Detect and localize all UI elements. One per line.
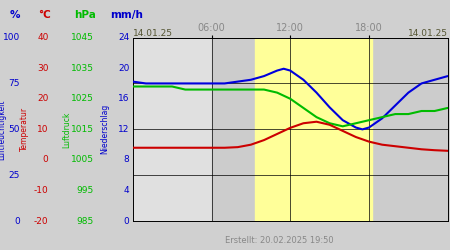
Text: 1015: 1015 <box>71 125 94 134</box>
Text: 14.01.25: 14.01.25 <box>133 28 173 38</box>
Text: 8: 8 <box>124 156 130 164</box>
Text: Luftfeuchtigkeit: Luftfeuchtigkeit <box>0 99 6 160</box>
Text: 30: 30 <box>37 64 49 72</box>
Bar <box>212 38 290 221</box>
Text: 985: 985 <box>76 217 94 226</box>
Bar <box>369 38 448 221</box>
Text: 995: 995 <box>76 186 94 195</box>
Text: -20: -20 <box>34 217 49 226</box>
Text: Niederschlag: Niederschlag <box>100 104 109 154</box>
Text: Temperatur: Temperatur <box>20 107 29 152</box>
Text: 75: 75 <box>8 79 20 88</box>
Text: 25: 25 <box>9 171 20 180</box>
Text: 50: 50 <box>8 125 20 134</box>
Text: Erstellt: 20.02.2025 19:50: Erstellt: 20.02.2025 19:50 <box>225 236 333 245</box>
Text: 16: 16 <box>118 94 130 103</box>
Text: Luftdruck: Luftdruck <box>62 111 71 148</box>
Text: 14.01.25: 14.01.25 <box>408 28 448 38</box>
Text: -10: -10 <box>34 186 49 195</box>
Bar <box>290 38 369 221</box>
Text: hPa: hPa <box>74 10 96 20</box>
Text: 1035: 1035 <box>71 64 94 72</box>
Text: 20: 20 <box>37 94 49 103</box>
Text: 24: 24 <box>118 33 130 42</box>
Text: 10: 10 <box>37 125 49 134</box>
Text: mm/h: mm/h <box>110 10 143 20</box>
Text: 0: 0 <box>14 217 20 226</box>
Bar <box>133 38 212 221</box>
Text: 0: 0 <box>124 217 130 226</box>
Bar <box>255 38 372 221</box>
Text: 1025: 1025 <box>71 94 94 103</box>
Text: 0: 0 <box>43 156 49 164</box>
Text: %: % <box>10 10 20 20</box>
Text: 100: 100 <box>3 33 20 42</box>
Text: °C: °C <box>38 10 51 20</box>
Text: 40: 40 <box>37 33 49 42</box>
Text: 20: 20 <box>118 64 130 72</box>
Text: 4: 4 <box>124 186 130 195</box>
Text: 12: 12 <box>118 125 130 134</box>
Text: 1045: 1045 <box>71 33 94 42</box>
Text: 1005: 1005 <box>71 156 94 164</box>
